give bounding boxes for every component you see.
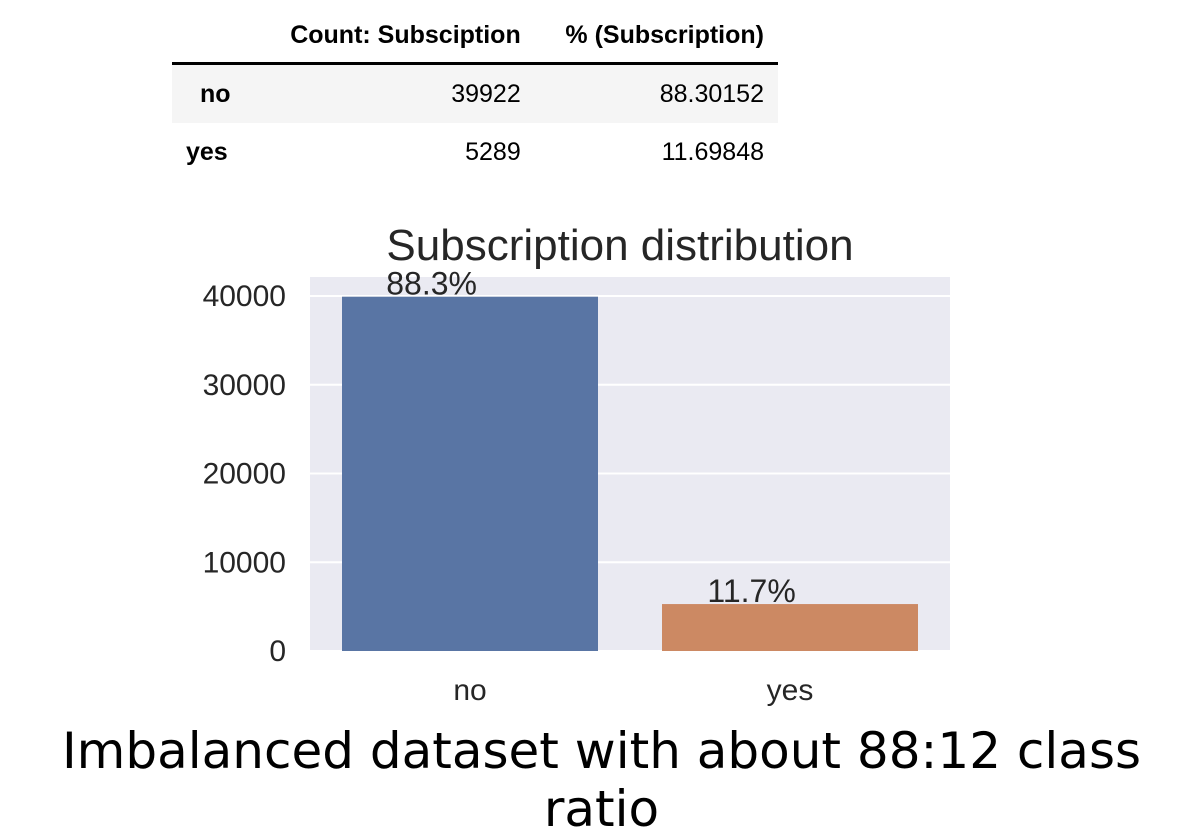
table-header-percent: % (Subscription) <box>534 8 778 65</box>
row-percent: 11.69848 <box>661 137 764 166</box>
data-labels: 88.3% 11.7% <box>386 266 796 609</box>
y-tick-label: 20000 <box>203 458 286 491</box>
row-count: 5289 <box>465 137 521 166</box>
table-header-row: Count: Subsciption % (Subscription) <box>172 8 778 65</box>
table-row: yes 5289 11.69848 <box>172 123 778 181</box>
y-tick-label: 0 <box>269 635 286 668</box>
row-count: 39922 <box>254 63 535 123</box>
bar-chart: Subscription distribution 0 10000 20000 300… <box>203 221 950 707</box>
y-tick-label: 10000 <box>203 546 286 579</box>
chart-title: Subscription distribution <box>386 221 853 270</box>
table-header-index <box>172 8 255 65</box>
summary-table: Count: Subsciption % (Subscription) no 3… <box>172 8 778 181</box>
row-index: yes <box>186 137 228 166</box>
bar-no <box>342 296 598 651</box>
bar-yes <box>662 604 918 651</box>
table-header-count: Count: Subsciption <box>254 8 535 65</box>
row-percent: 88.30152 <box>534 63 778 123</box>
data-label: 11.7% <box>707 573 795 609</box>
caption: Imbalanced dataset with about 88:12 clas… <box>61 722 1142 838</box>
table-row: no 39922 88.30152 <box>172 63 778 123</box>
data-label: 88.3% <box>386 266 477 302</box>
x-tick-labels: no yes <box>453 674 813 707</box>
y-tick-label: 40000 <box>203 280 286 313</box>
x-tick-label: no <box>453 674 486 707</box>
y-tick-label: 30000 <box>203 369 286 402</box>
bars <box>342 296 918 651</box>
row-index: no <box>172 63 255 123</box>
y-tick-labels: 0 10000 20000 30000 40000 <box>203 280 286 668</box>
x-tick-label: yes <box>767 674 814 707</box>
